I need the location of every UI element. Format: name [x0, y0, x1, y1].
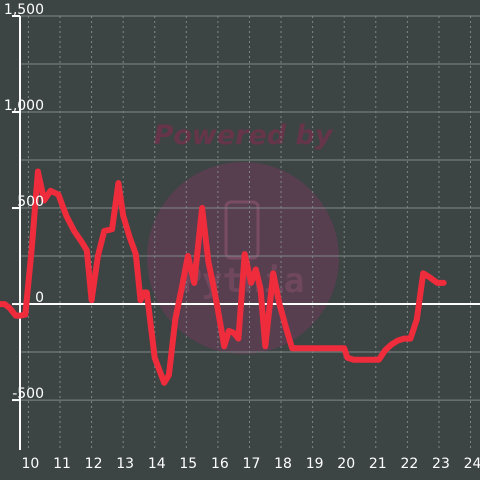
x-tick-label: 13 — [116, 456, 134, 472]
x-tick-label: 21 — [369, 456, 387, 472]
x-tick-label: 17 — [243, 456, 261, 472]
x-tick-label: 19 — [306, 456, 324, 472]
x-tick-label: 12 — [85, 456, 103, 472]
x-tick-label: 22 — [400, 456, 418, 472]
x-tick-label: 11 — [53, 456, 71, 472]
x-tick-label: 18 — [274, 456, 292, 472]
y-tick-label: 500 — [17, 194, 44, 210]
axes — [12, 15, 480, 450]
x-tick-label: 14 — [148, 456, 166, 472]
x-tick-label: 16 — [211, 456, 229, 472]
y-tick-label: -500 — [12, 386, 44, 402]
x-tick-label: 23 — [432, 456, 450, 472]
series-line-0 — [0, 168, 447, 386]
grid — [20, 15, 480, 450]
x-tick-label: 10 — [22, 456, 40, 472]
series-layer — [0, 168, 447, 386]
x-tick-label: 15 — [179, 456, 197, 472]
y-tick-label: 0 — [35, 290, 44, 306]
y-tick-label: 1,500 — [4, 2, 44, 18]
y-tick-label: 1,000 — [4, 98, 44, 114]
tick-labels: -500 0 500 1,000 1,500 10 11 12 13 14 15 16 17 18 19 20… — [4, 2, 480, 472]
x-tick-label: 24 — [464, 456, 480, 472]
x-tick-label: 20 — [337, 456, 355, 472]
watermark-text-line1: Powered by — [154, 120, 334, 151]
